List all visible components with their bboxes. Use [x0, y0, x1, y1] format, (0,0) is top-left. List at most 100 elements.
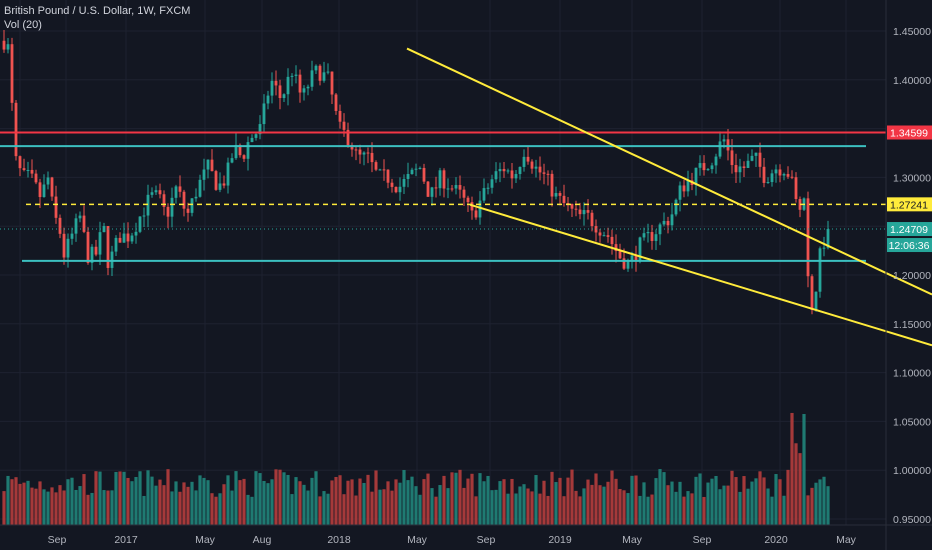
- candle-body: [402, 178, 406, 187]
- price-tick-label: 1.10000: [893, 368, 931, 380]
- upper-trendline[interactable]: [406, 47, 932, 296]
- volume-bar: [142, 495, 146, 525]
- volume-bar: [478, 473, 482, 525]
- candle-body: [378, 169, 382, 171]
- candle-body: [398, 186, 402, 193]
- candle-body: [726, 139, 730, 151]
- candle-body: [558, 193, 562, 196]
- volume-bar: [794, 443, 798, 525]
- candle-body: [210, 159, 214, 172]
- candle-body: [710, 165, 714, 170]
- volume-bar: [470, 473, 474, 525]
- volume-bar: [742, 476, 746, 525]
- volume-bar: [482, 481, 486, 525]
- volume-bar: [658, 469, 662, 525]
- volume-bar: [362, 482, 366, 525]
- volume-bar: [10, 479, 14, 525]
- candle-body: [550, 173, 554, 197]
- volume-bar: [50, 487, 54, 525]
- volume-bar: [666, 485, 670, 525]
- time-axis[interactable]: Sep 2017 May Aug 2018 May Sep 2019 May Sep 2020 May: [48, 534, 857, 546]
- volume-bar: [570, 469, 574, 525]
- candle-body: [274, 80, 278, 86]
- candle-body: [570, 204, 574, 209]
- volume-bar: [610, 470, 614, 525]
- volume-bar: [498, 481, 502, 525]
- candle-body: [262, 103, 266, 125]
- candle-body: [6, 44, 10, 50]
- volume-bar: [398, 482, 402, 525]
- time-tick-label: 2019: [548, 534, 572, 546]
- candle-body: [130, 235, 134, 242]
- candle-body: [718, 141, 722, 157]
- volume-bar: [538, 493, 542, 525]
- price-tag-box: [887, 125, 932, 140]
- volume-bar: [634, 475, 638, 525]
- volume-bar: [74, 489, 78, 525]
- price-tag-label: 1.27241: [890, 199, 928, 211]
- candle-body: [186, 208, 190, 213]
- price-tag-label: 1.24709: [890, 224, 928, 236]
- volume-bar: [510, 478, 514, 525]
- volume-bar: [474, 496, 478, 525]
- candle-body: [86, 231, 90, 263]
- volume-bar: [426, 473, 430, 525]
- volume-bar: [726, 485, 730, 525]
- candle-body: [362, 152, 366, 155]
- candle-body: [2, 40, 6, 50]
- volume-bar: [394, 479, 398, 525]
- candle-body: [750, 155, 754, 161]
- candle-body: [706, 169, 710, 171]
- price-tick-label: 1.20000: [893, 270, 931, 282]
- candle-body: [454, 185, 458, 189]
- volume-bar: [806, 495, 810, 525]
- volume-bar: [314, 471, 318, 525]
- candle-body: [146, 194, 150, 216]
- volume-bar: [434, 496, 438, 525]
- volume-bar: [122, 471, 126, 525]
- volume-bar: [778, 479, 782, 525]
- volume-bar: [438, 485, 442, 525]
- volume-bar: [334, 476, 338, 525]
- candle-body: [18, 156, 22, 169]
- candle-body: [638, 237, 642, 262]
- volume-bar: [490, 490, 494, 525]
- candle-body: [766, 182, 770, 184]
- candle-body: [34, 173, 38, 183]
- volume-bar: [762, 477, 766, 525]
- candle-body: [206, 159, 210, 170]
- candle-body: [166, 206, 170, 217]
- volume-bar: [282, 472, 286, 525]
- volume-bar: [138, 471, 142, 525]
- volume-bar: [738, 491, 742, 525]
- volume-bar: [718, 489, 722, 525]
- lower-trendline[interactable]: [469, 203, 932, 347]
- candle-body: [162, 194, 166, 207]
- candle-body: [650, 232, 654, 241]
- candle-body: [510, 170, 514, 179]
- volume-bar: [582, 488, 586, 525]
- candle-body: [182, 191, 186, 209]
- candle-body: [574, 208, 578, 210]
- price-tick-label: 0.95000: [893, 514, 931, 526]
- candle-body: [754, 152, 758, 156]
- candle-body: [610, 236, 614, 245]
- candle-body: [174, 186, 178, 198]
- volume-bar: [622, 490, 626, 525]
- volume-bar: [82, 474, 86, 525]
- candle-body: [578, 209, 582, 215]
- volume-bar: [686, 491, 690, 525]
- price-tag-label: 12:06:36: [889, 240, 930, 252]
- candle-body: [554, 193, 558, 197]
- volume-bar: [798, 453, 802, 525]
- candle-body: [606, 235, 610, 237]
- volume-bar: [78, 486, 82, 525]
- volume-bar: [410, 476, 414, 525]
- candle-body: [110, 251, 114, 268]
- volume-bar: [238, 480, 242, 525]
- candle-body: [738, 166, 742, 173]
- volume-bar: [30, 487, 34, 525]
- volume-bar: [326, 493, 330, 525]
- volume-bar: [186, 486, 190, 525]
